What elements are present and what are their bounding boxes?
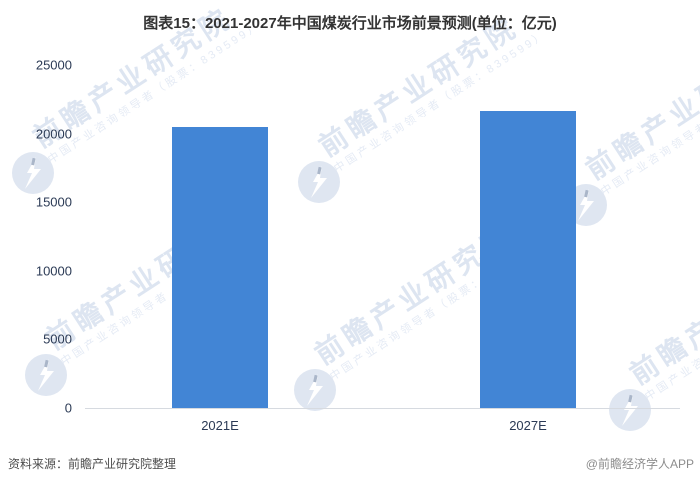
bar-2027E: [480, 110, 576, 408]
bar-2021E: [172, 127, 268, 408]
y-axis-tick-label: 20000: [35, 126, 72, 142]
chart-title: 图表15：2021-2027年中国煤炭行业市场前景预测(单位：亿元): [143, 15, 557, 32]
y-axis-tick-label: 5000: [43, 331, 72, 347]
brand-credit: @前瞻经济学人APP: [585, 457, 694, 471]
y-axis-tick-label: 10000: [35, 263, 72, 279]
source-note: 资料来源：前瞻产业研究院整理: [8, 457, 177, 471]
y-axis-tick-label: 15000: [35, 194, 72, 210]
x-axis-line: [85, 408, 680, 409]
y-axis-tick-label: 25000: [35, 57, 72, 73]
y-axis-tick-label: 0: [64, 400, 72, 416]
x-axis-category-label: 2021E: [201, 418, 239, 433]
x-axis-category-label: 2027E: [509, 418, 547, 433]
